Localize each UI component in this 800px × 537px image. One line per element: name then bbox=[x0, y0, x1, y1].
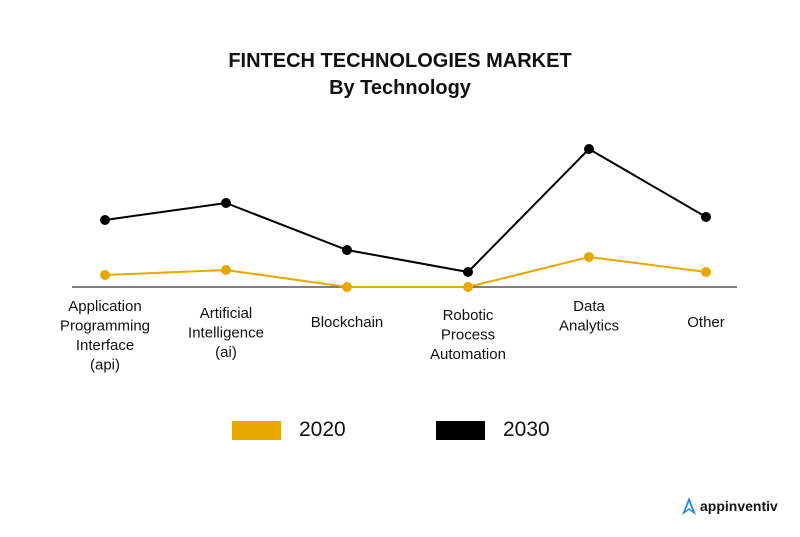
x-tick-label-1: Artificial Intelligence (ai) bbox=[188, 305, 264, 361]
series-line-2020 bbox=[104, 255, 707, 288]
appinventiv-logo-icon bbox=[682, 497, 696, 515]
data-point-2020-2 bbox=[342, 282, 352, 292]
series-line-2030 bbox=[104, 147, 707, 274]
x-tick-label-3: Robotic Process Automation bbox=[430, 307, 506, 363]
legend-label-2030: 2030 bbox=[503, 418, 550, 441]
data-point-2030-1 bbox=[221, 198, 231, 208]
data-point-2030-3 bbox=[463, 267, 473, 277]
x-tick-label-0: Application Programming Interface (api) bbox=[60, 298, 150, 374]
data-point-2020-0 bbox=[100, 270, 110, 280]
data-point-2020-1 bbox=[221, 265, 231, 275]
x-tick-label-2: Blockchain bbox=[311, 314, 384, 331]
chart-title: FINTECH TECHNOLOGIES MARKET bbox=[228, 50, 572, 72]
data-point-2020-3 bbox=[463, 282, 473, 292]
x-tick-label-4: Data Analytics bbox=[559, 298, 619, 335]
data-point-2030-2 bbox=[342, 245, 352, 255]
data-point-2020-4 bbox=[584, 252, 594, 262]
x-tick-label-5: Other bbox=[687, 314, 725, 331]
data-point-2030-5 bbox=[701, 212, 711, 222]
legend-swatch-2020 bbox=[232, 421, 281, 440]
chart-subtitle: By Technology bbox=[329, 77, 471, 99]
brand-name: appinventiv bbox=[700, 498, 778, 514]
legend-label-2020: 2020 bbox=[299, 418, 346, 441]
data-point-2020-5 bbox=[701, 267, 711, 277]
legend-swatch-2030 bbox=[436, 421, 485, 440]
data-point-2030-4 bbox=[584, 144, 594, 154]
brand-logo: appinventiv bbox=[681, 496, 778, 516]
data-point-2030-0 bbox=[100, 215, 110, 225]
